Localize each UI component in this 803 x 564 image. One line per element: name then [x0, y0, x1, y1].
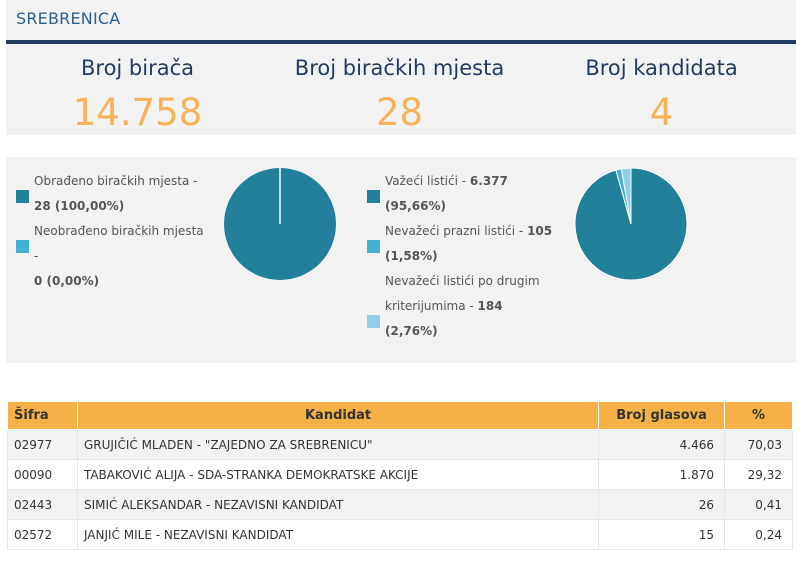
- legend-item-processed: Obrađeno biračkih mjesta - 28 (100,00%): [16, 169, 211, 219]
- cell-votes: 15: [598, 519, 725, 550]
- cell-code: 00090: [7, 459, 78, 490]
- cell-candidate: GRUJIČIĆ MLADEN - "ZAJEDNO ZA SREBRENICU…: [76, 429, 600, 460]
- col-header-votes[interactable]: Broj glasova: [598, 401, 725, 430]
- legend-percent: (1,58%): [385, 249, 438, 263]
- legend-text: Nevažeći prazni listići -: [385, 224, 528, 238]
- stat-voters: Broj birača 14.758: [6, 44, 269, 135]
- legend-percent: (95,66%): [385, 199, 446, 213]
- cell-code: 02443: [7, 489, 78, 520]
- ballots-legend: Važeći listići - 6.377 (95,66%) Nevažeći…: [367, 169, 567, 344]
- cell-percent: 70,03: [724, 429, 793, 460]
- legend-item-invalid-other: Nevažeći listići po drugim kriterijumima…: [367, 269, 567, 344]
- legend-value: 0 (0,00%): [34, 274, 100, 288]
- stat-polling-stations: Broj biračkih mjesta 28: [268, 44, 531, 135]
- stat-candidates-label: Broj kandidata: [585, 56, 738, 80]
- legend-count: 6.377: [469, 174, 508, 188]
- table-row[interactable]: 00090 TABAKOVIĆ ALIJA - SDA-STRANKA DEMO…: [7, 459, 793, 490]
- legend-text: Nevažeći listići po drugim: [385, 274, 540, 288]
- legend-item-invalid-empty: Nevažeći prazni listići - 105 (1,58%): [367, 219, 567, 269]
- table-header-row: Šifra Kandidat Broj glasova %: [7, 401, 793, 430]
- cell-votes: 4.466: [598, 429, 725, 460]
- cell-candidate: TABAKOVIĆ ALIJA - SDA-STRANKA DEMOKRATSK…: [76, 459, 600, 490]
- stat-polling-stations-value: 28: [375, 91, 424, 134]
- ballots-pie-chart: [574, 167, 688, 281]
- header-divider: [6, 40, 796, 44]
- col-header-code[interactable]: Šifra: [7, 401, 78, 430]
- col-header-candidate[interactable]: Kandidat: [76, 401, 600, 430]
- stations-pie-chart: [224, 168, 336, 280]
- legend-percent: (2,76%): [385, 324, 438, 338]
- stats-panel: Broj birača 14.758 Broj biračkih mjesta …: [6, 44, 796, 135]
- legend-text: Obrađeno biračkih mjesta -: [34, 174, 198, 188]
- table-row[interactable]: 02977 GRUJIČIĆ MLADEN - "ZAJEDNO ZA SREB…: [7, 429, 793, 460]
- col-header-percent[interactable]: %: [724, 401, 793, 430]
- municipality-header: SREBRENICA: [6, 0, 796, 40]
- stat-polling-stations-label: Broj biračkih mjesta: [294, 56, 505, 80]
- stat-voters-value: 14.758: [72, 91, 203, 134]
- results-table: Šifra Kandidat Broj glasova % 02977 GRUJ…: [7, 401, 793, 550]
- legend-text: kriterijumima -: [385, 299, 478, 313]
- cell-percent: 0,24: [724, 519, 793, 550]
- legend-text: Važeći listići -: [385, 174, 470, 188]
- cell-votes: 26: [598, 489, 725, 520]
- table-row[interactable]: 02572 JANJIĆ MILE - NEZAVISNI KANDIDAT 1…: [7, 519, 793, 550]
- cell-code: 02977: [7, 429, 78, 460]
- legend-item-unprocessed: Neobrađeno biračkih mjesta - 0 (0,00%): [16, 219, 211, 288]
- legend-swatch-invalid-other: [367, 315, 380, 328]
- cell-percent: 0,41: [724, 489, 793, 520]
- legend-count: 184: [477, 299, 503, 313]
- legend-item-valid: Važeći listići - 6.377 (95,66%): [367, 169, 567, 219]
- cell-votes: 1.870: [598, 459, 725, 490]
- charts-panel: Obrađeno biračkih mjesta - 28 (100,00%) …: [6, 157, 796, 363]
- cell-percent: 29,32: [724, 459, 793, 490]
- ballots-pie-slice-2[interactable]: [620, 167, 632, 225]
- stat-candidates-value: 4: [649, 91, 674, 134]
- table-row[interactable]: 02443 SIMIĆ ALEKSANDAR - NEZAVISNI KANDI…: [7, 489, 793, 520]
- stat-candidates: Broj kandidata 4: [530, 44, 793, 135]
- legend-count: 105: [527, 224, 553, 238]
- cell-candidate: SIMIĆ ALEKSANDAR - NEZAVISNI KANDIDAT: [76, 489, 600, 520]
- legend-swatch-invalid-empty: [367, 240, 380, 253]
- stations-legend: Obrađeno biračkih mjesta - 28 (100,00%) …: [16, 169, 211, 288]
- cell-candidate: JANJIĆ MILE - NEZAVISNI KANDIDAT: [76, 519, 600, 550]
- legend-swatch-unprocessed: [16, 240, 29, 253]
- cell-code: 02572: [7, 519, 78, 550]
- municipality-title: SREBRENICA: [16, 9, 121, 28]
- legend-swatch-processed: [16, 190, 29, 203]
- legend-value: 28 (100,00%): [34, 199, 125, 213]
- legend-swatch-valid: [367, 190, 380, 203]
- legend-text: Neobrađeno biračkih mjesta -: [34, 224, 204, 263]
- stat-voters-label: Broj birača: [80, 56, 195, 80]
